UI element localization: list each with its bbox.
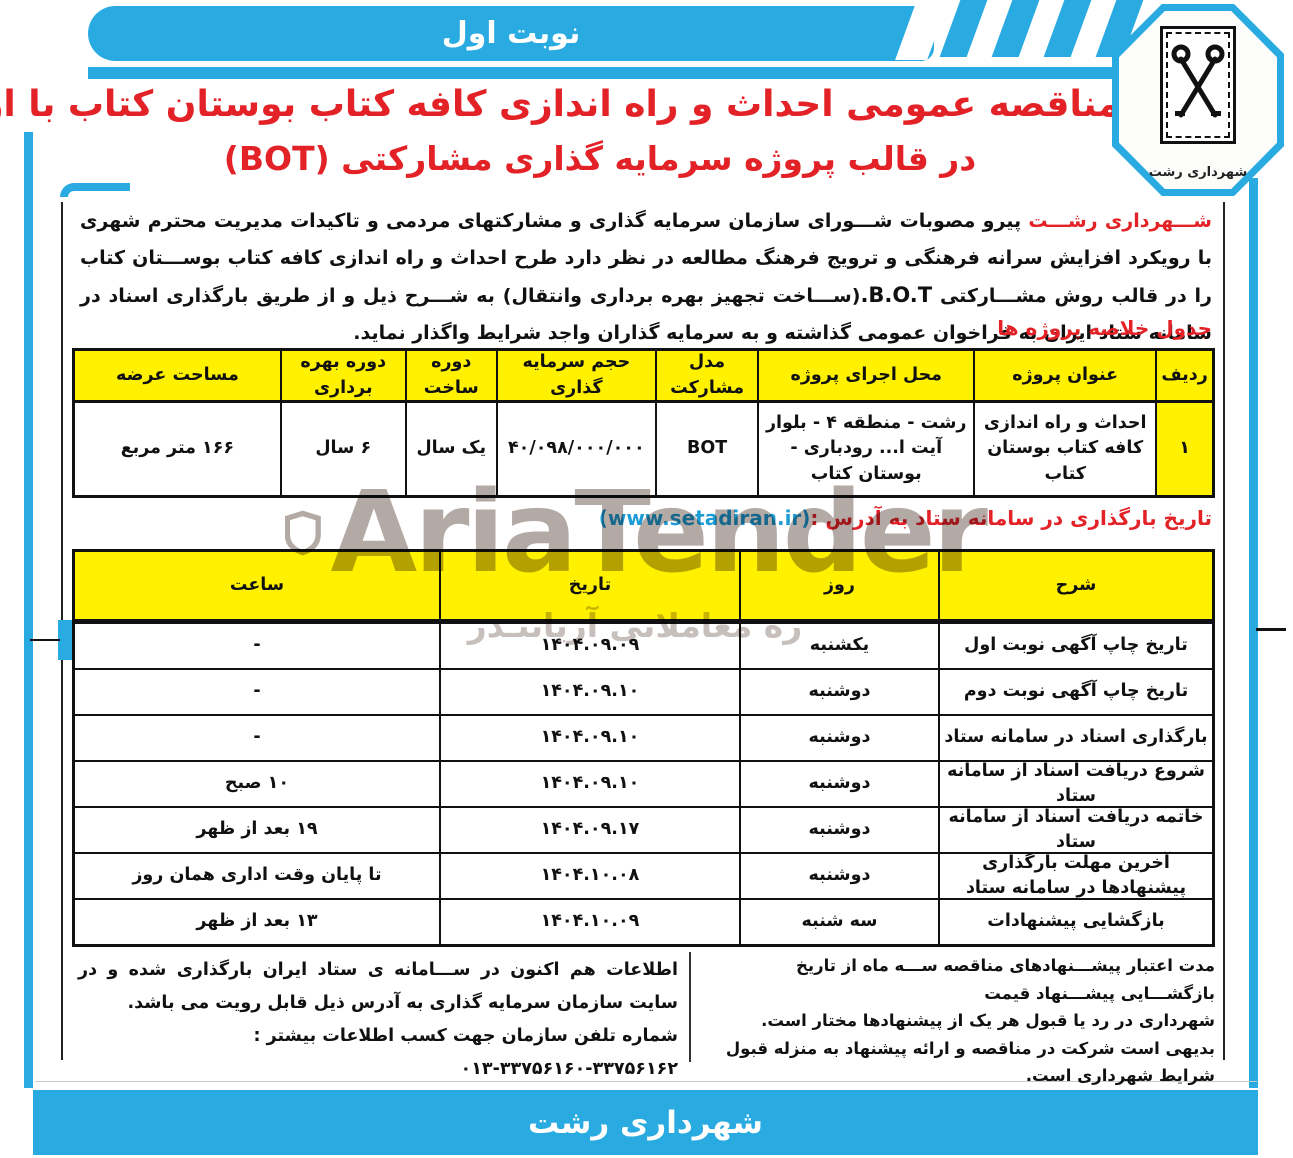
footer-bar: شهرداری رشت xyxy=(33,1090,1258,1155)
left-blue-frame-stripe xyxy=(24,132,33,1088)
banner-underline-bar xyxy=(88,67,1134,79)
banner-label: نوبت اول xyxy=(441,16,581,51)
header-project-title: عنوان پروژه xyxy=(973,351,1156,400)
intro-lead: شـــهرداری رشـــت xyxy=(1028,210,1212,232)
right-fold-tick xyxy=(1256,628,1286,631)
project-summary-table: ردیف عنوان پروژه محل اجرای پروژه مدل مشا… xyxy=(72,348,1215,498)
intro-body-2: (ســـاخت تجهیز بهره برداری وانتقال) به ش… xyxy=(80,285,1212,344)
schedule-row: تاریخ چاپ آگهی نوبت دوم دوشنبه ۱۴۰۴.۰۹.۱… xyxy=(75,668,1212,714)
logo-caption: شهرداری رشت xyxy=(1148,165,1248,180)
schedule-row: بارگذاری اسناد در سامانه ستاد دوشنبه ۱۴۰… xyxy=(75,714,1212,760)
info-availability-note: اطلاعات هم اکنون در ســـامانه ی ستاد ایر… xyxy=(78,960,678,1013)
schedule-header-row: شرح روز تاریخ ساعت xyxy=(75,552,1212,622)
cell-participation-model: BOT xyxy=(654,403,757,495)
schedule-table: شرح روز تاریخ ساعت تاریخ چاپ آگهی نوبت ا… xyxy=(72,549,1215,947)
right-column-rule xyxy=(1223,202,1225,1060)
note-validity: مدت اعتبار پیشـــنهادهای مناقصه ســـه ما… xyxy=(796,956,1215,1003)
crossed-keys-emblem-icon xyxy=(1160,26,1236,144)
cell-construction-period: یک سال xyxy=(404,403,496,495)
header-day: روز xyxy=(739,552,938,619)
footer-org-name: شهرداری رشت xyxy=(528,1104,763,1141)
projects-table-caption: جدول خلاصه پروژه ها xyxy=(997,316,1212,340)
intro-body-1: پیرو مصوبات شـــورای سازمان سرمایه گذاری… xyxy=(80,210,1212,307)
table-header-row: ردیف عنوان پروژه محل اجرای پروژه مدل مشا… xyxy=(75,351,1212,403)
diagonal-stripe xyxy=(1043,0,1092,57)
header-operation-period: دوره بهره برداری xyxy=(279,351,405,400)
setadiran-link[interactable]: (www.setadiran.ir) xyxy=(598,506,811,530)
schedule-row: خاتمه دریافت اسناد از سامانه ستاد دوشنبه… xyxy=(75,806,1212,852)
note-participation: بدیهی است شرکت در مناقصه و ارائه پیشنهاد… xyxy=(725,1038,1215,1086)
diagonal-stripe xyxy=(939,0,988,57)
cell-operation-period: ۶ سال xyxy=(279,403,405,495)
header-supply-area: مساحت عرضه xyxy=(75,351,280,400)
upload-date-label: تاریخ بارگذاری در سامانه ستاد به آدرس : xyxy=(810,506,1212,530)
schedule-row: بازگشایی پیشنهادات سه شنبه ۱۴۰۴.۱۰.۰۹ ۱۳… xyxy=(75,898,1212,944)
schedule-row: شروع دریافت اسناد از سامانه ستاد دوشنبه … xyxy=(75,760,1212,806)
phone-line: شماره تلفن سازمان جهت کسب اطلاعات بیشتر … xyxy=(78,1020,678,1086)
cell-project-location: رشت - منطقه ۴ - بلوار آیت ا... رودباری -… xyxy=(757,403,973,495)
note-accept-reject: شهرداری در رد یا قبول هر یک از پیشنهادها… xyxy=(761,1011,1215,1030)
header-row-number: ردیف xyxy=(1155,351,1212,400)
main-title-line2: در قالب پروژه سرمایه گذاری مشارکتی (BOT) xyxy=(223,139,977,178)
schedule-row: آخرین مهلت بارگذاری پیشنهادها در سامانه … xyxy=(75,852,1212,898)
frame-corner-swoosh xyxy=(60,183,130,197)
schedule-row: تاریخ چاپ آگهی نوبت اول یکشنبه ۱۴۰۴.۰۹.۰… xyxy=(75,622,1212,668)
header-participation-model: مدل مشارکت xyxy=(654,351,758,400)
header-investment-volume: حجم سرمایه گذاری xyxy=(495,351,655,400)
header-date: تاریخ xyxy=(438,552,740,619)
upload-date-line: تاریخ بارگذاری در سامانه ستاد به آدرس :(… xyxy=(599,506,1212,530)
header-description: شرح xyxy=(937,552,1212,619)
pre-footer-divider xyxy=(35,1081,1257,1082)
cell-supply-area: ۱۶۶ متر مربع xyxy=(120,438,235,459)
cell-row-number: ۱ xyxy=(1155,403,1212,495)
left-fold-mark xyxy=(58,620,73,660)
notes-column-divider xyxy=(689,952,691,1062)
header-time: ساعت xyxy=(75,552,439,619)
cell-investment-volume: ۴۰/۰۹۸/۰۰۰/۰۰۰ xyxy=(495,403,655,495)
table-row: ۱ احداث و راه اندازی کافه کتاب بوستان کت… xyxy=(75,403,1212,495)
intro-paragraph: شـــهرداری رشـــت پیرو مصوبات شـــورای س… xyxy=(80,203,1212,352)
bot-acronym: .B.O.T xyxy=(860,283,933,307)
left-fold-tick xyxy=(30,639,60,641)
top-banner: نوبت اول xyxy=(88,6,934,61)
header-construction-period: دوره ساخت xyxy=(404,351,496,400)
rasht-municipality-logo: شهرداری رشت xyxy=(1112,4,1284,196)
header-project-location: محل اجرای پروژه xyxy=(757,351,974,400)
cell-project-title: احداث و راه اندازی کافه کتاب بوستان کتاب xyxy=(973,403,1155,495)
right-blue-frame-stripe xyxy=(1249,178,1258,1088)
main-title-line1: مناقصه عمومی احداث و راه اندازی کافه کتا… xyxy=(0,84,1120,125)
phone-number: ۰۱۳-۳۳۷۵۶۱۶۰-۳۳۷۵۶۱۶۲ xyxy=(460,1059,678,1079)
diagonal-stripe xyxy=(991,0,1040,57)
phone-label: شماره تلفن سازمان جهت کسب اطلاعات بیشتر … xyxy=(253,1026,678,1046)
